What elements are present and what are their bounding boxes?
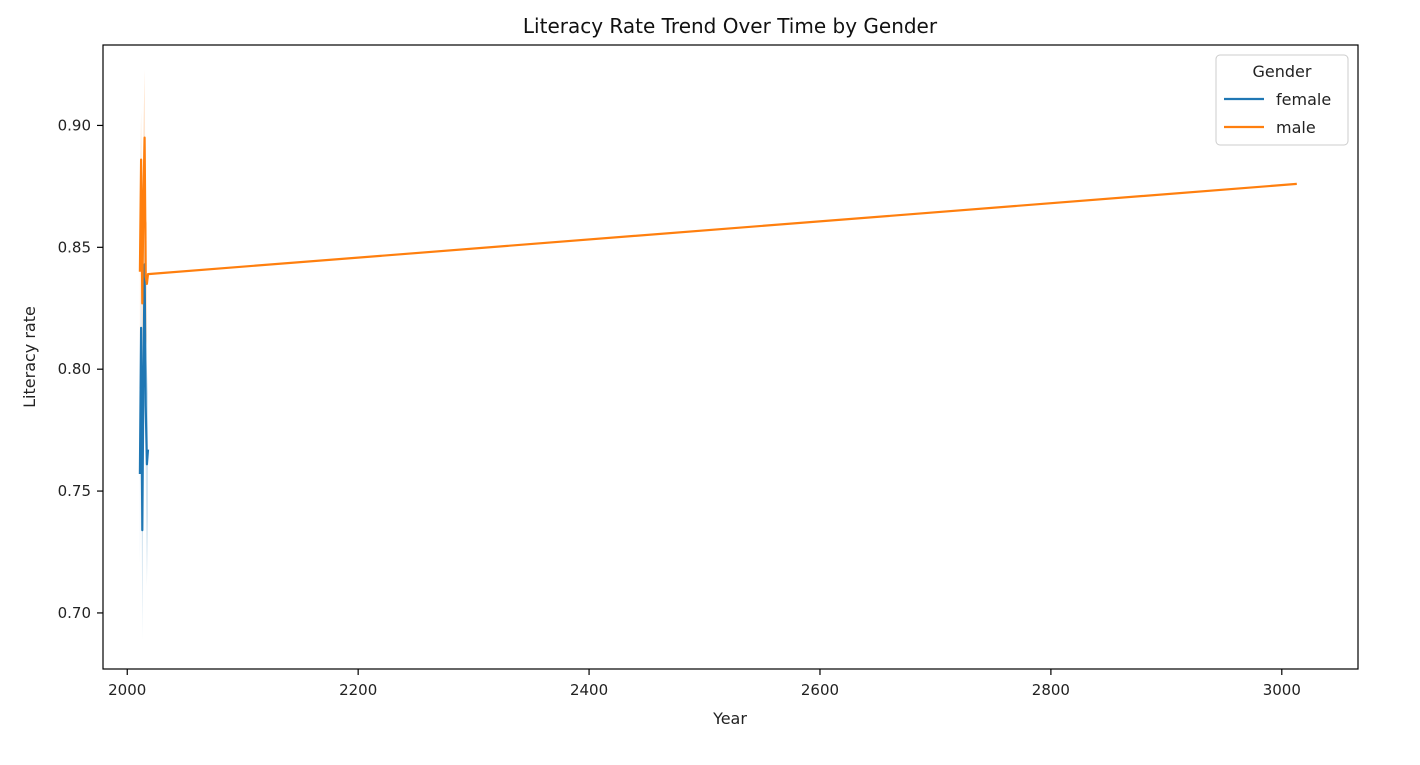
series-lines	[138, 136, 1297, 532]
legend: Gender female male	[1215, 54, 1349, 146]
plot-frame	[102, 44, 1359, 670]
x-tick-label: 2000	[108, 681, 146, 699]
line-male	[138, 136, 1297, 305]
y-axis-ticks: 0.70 0.75 0.80 0.85 0.90	[58, 116, 103, 622]
y-tick-label: 0.85	[58, 238, 91, 256]
legend-label-female: female	[1276, 90, 1331, 109]
y-tick-label: 0.80	[58, 360, 91, 378]
chart-title: Literacy Rate Trend Over Time by Gender	[523, 14, 938, 38]
legend-title: Gender	[1253, 62, 1312, 81]
y-axis-label: Literacy rate	[20, 306, 39, 408]
band-female	[139, 220, 148, 640]
x-tick-label: 3000	[1263, 681, 1301, 699]
y-tick-label: 0.70	[58, 604, 91, 622]
x-tick-label: 2200	[339, 681, 377, 699]
y-tick-label: 0.75	[58, 482, 91, 500]
x-axis-ticks: 2000 2200 2400 2600 2800 3000	[108, 669, 1301, 699]
x-tick-label: 2400	[570, 681, 608, 699]
x-tick-label: 2800	[1032, 681, 1070, 699]
line-female	[138, 263, 150, 532]
legend-frame	[1215, 54, 1349, 146]
legend-label-male: male	[1276, 118, 1316, 137]
x-axis-label: Year	[712, 709, 747, 728]
x-tick-label: 2600	[801, 681, 839, 699]
y-tick-label: 0.90	[58, 116, 91, 134]
